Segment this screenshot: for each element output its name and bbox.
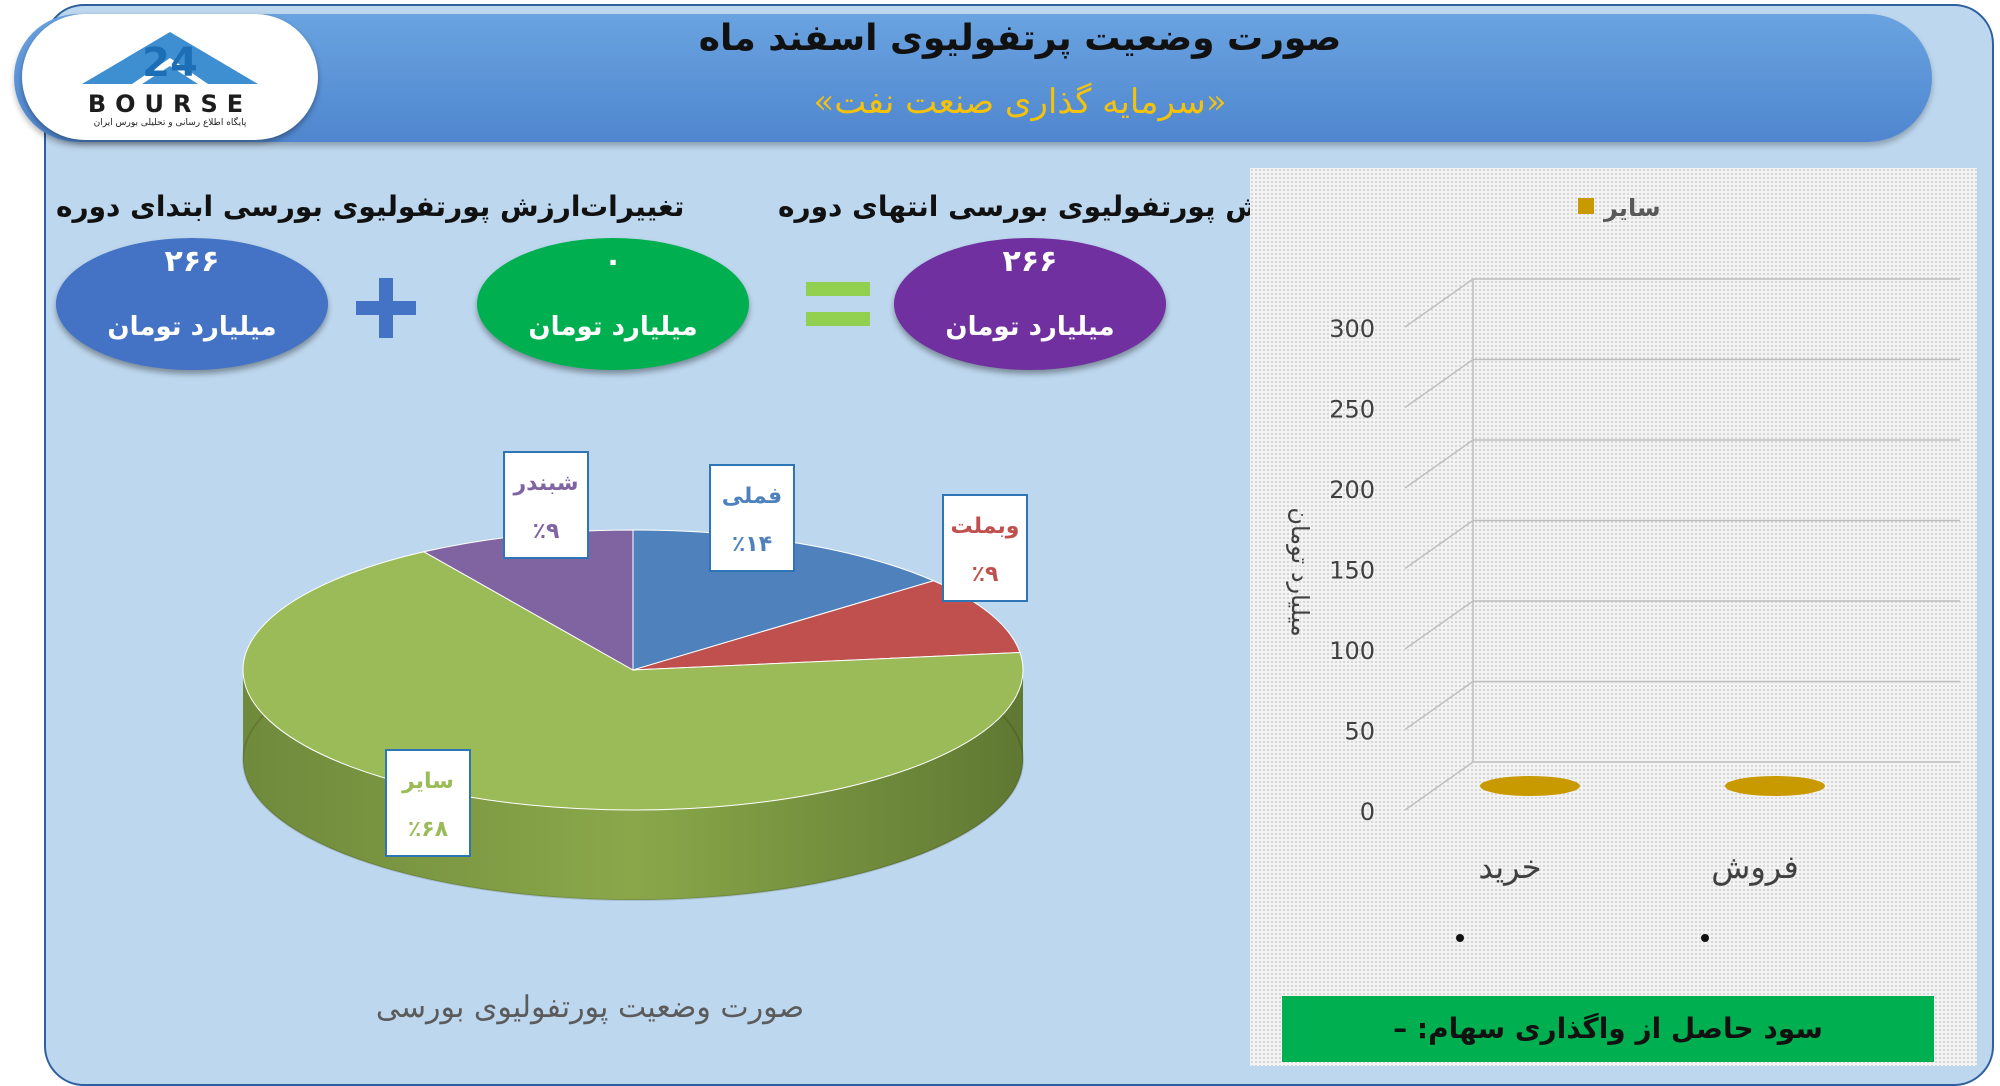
y-tick-label: 250	[1329, 396, 1375, 424]
change-oval: ۰ میلیارد تومان	[477, 238, 749, 370]
y-tick-label: 0	[1360, 798, 1375, 826]
legend-label: سایر	[1603, 194, 1661, 222]
change-label: تغییرات	[580, 190, 685, 223]
header-banner	[14, 14, 1932, 142]
plus-sign	[356, 278, 416, 338]
logo-mountain-icon: 24	[82, 32, 258, 86]
bar-forush	[1725, 776, 1825, 796]
y-tick-label: 150	[1329, 557, 1375, 585]
gridline-diag	[1404, 680, 1474, 731]
pie-label-fmeli: فملی ٪۱۴	[709, 464, 795, 572]
x-category-label: فروش	[1711, 848, 1798, 886]
pie-label-name: وبملت	[951, 514, 1020, 539]
y-tick-label: 50	[1344, 718, 1375, 746]
pie-caption: صورت وضعیت پورتفولیوی بورسی	[375, 990, 805, 1025]
pie-label-name: سایر	[401, 769, 454, 794]
logo-tagline: پایگاه اطلاع رسانی و تحلیلی بورس ایران	[93, 118, 247, 128]
pie-slice-fmeli	[632, 529, 935, 671]
change-unit: میلیارد تومان	[528, 312, 698, 342]
gridline-diag	[1404, 278, 1474, 328]
pie-label-percent: ٪۹	[972, 562, 999, 587]
equals-sign	[806, 260, 870, 344]
y-axis-label: میلیارد تومان	[1286, 507, 1314, 636]
end-value-oval: ۲۶۶ میلیارد تومان	[894, 238, 1166, 370]
pie-label-vbmellat: وبملت ٪۹	[942, 494, 1028, 602]
x-category-label: خرید	[1478, 848, 1541, 886]
end-value-unit: میلیارد تومان	[945, 312, 1115, 342]
gridline-diag	[1404, 439, 1474, 489]
bar-chart-panel	[1250, 168, 1977, 1066]
y-tick-label: 100	[1329, 637, 1375, 665]
pie-label-sayer: سایر ٪۶۸	[385, 749, 471, 857]
gridline-diag	[1404, 600, 1474, 650]
pie-label-name: شبندر	[513, 471, 579, 496]
pie-label-percent: ٪۶۸	[408, 817, 449, 842]
legend-swatch	[1578, 198, 1594, 214]
end-value: ۲۶۶	[1002, 244, 1058, 279]
pie-label-shbandar: شبندر ٪۹	[503, 451, 589, 559]
category-marker-dot	[1456, 934, 1464, 942]
category-marker-dot	[1701, 934, 1709, 942]
logo-number: 24	[142, 40, 198, 86]
page-subtitle: «سرمایه گذاری صنعت نفت»	[813, 82, 1227, 122]
gridline-diag	[1404, 358, 1474, 409]
bar-kharid	[1480, 776, 1580, 796]
start-value: ۲۶۶	[164, 244, 220, 279]
logo-word: BOURSE	[87, 90, 253, 118]
start-value-label: ارزش پورتفولیوی بورسی ابتدای دوره	[56, 190, 581, 223]
pie-label-name: فملی	[722, 484, 782, 509]
change-value: ۰	[603, 244, 623, 279]
end-value-label: ارزش پورتفولیوی بورسی انتهای دوره	[778, 190, 1306, 223]
pie-label-percent: ٪۹	[533, 519, 560, 544]
y-tick-label: 200	[1329, 476, 1375, 504]
y-tick-label: 300	[1329, 315, 1375, 343]
gridline-diag	[1404, 519, 1474, 570]
gridline-diag	[1404, 761, 1474, 811]
pie-label-percent: ٪۱۴	[732, 532, 772, 557]
profit-summary: سود حاصل از واگذاری سهام: –	[1282, 996, 1934, 1062]
pie-chart: فملی ٪۱۴ وبملت ٪۹ سایر ٪۶۸ شبندر ٪۹	[242, 451, 1028, 901]
start-value-oval: ۲۶۶ میلیارد تومان	[56, 238, 328, 370]
start-value-unit: میلیارد تومان	[107, 312, 277, 342]
logo: 24 BOURSE پایگاه اطلاع رسانی و تحلیلی بو…	[22, 14, 318, 140]
page-title: صورت وضعیت پرتفولیوی اسفند ماه	[698, 18, 1342, 59]
